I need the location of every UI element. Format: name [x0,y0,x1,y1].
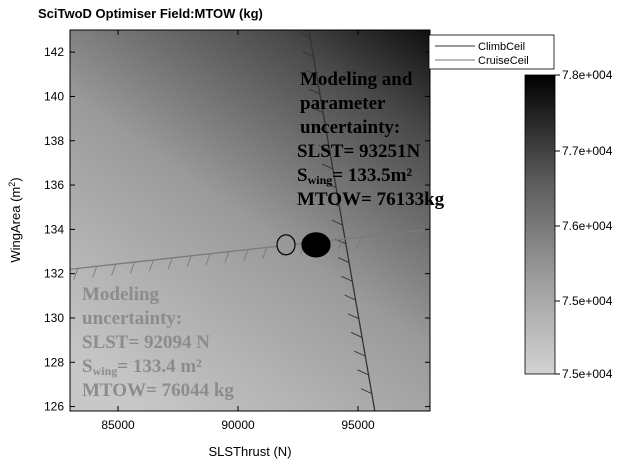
constraint-line-climbceil [308,30,376,411]
legend-entry-cruiseceil: CruiseCeil [478,55,529,67]
x-tick-label: 95000 [341,418,375,432]
annotation-modeling-parameter: Modeling and parameter uncertainty: SLST… [297,68,444,212]
constraint-hatch [148,259,154,272]
y-axis: 126 128 130 132 134 136 138 140 142 [44,45,430,414]
constraint-hatch [262,247,268,259]
annotation-grey-mtow: MTOW= 76044 kg [82,380,234,401]
annotation-grey-swing-sub: wing [92,364,118,378]
y-axis-label-close: ) [8,177,23,181]
annotation-grey-swing-value: = 133.4 m² [117,356,202,377]
y-tick-label: 138 [44,134,64,148]
legend-box [428,34,555,70]
constraint-hatch [356,236,362,249]
y-tick-label: 136 [44,178,64,192]
constraint-hatch [129,261,136,274]
constraint-hatch [205,253,211,266]
constraint-hatch [312,107,324,114]
annotation-modeling: Modeling uncertainty: SLST= 92094 N Swin… [82,283,234,403]
plot-field [70,30,430,411]
constraint-hatch [321,163,334,170]
constraint-hatch [73,268,79,280]
chart-title: SciTwoD Optimiser Field:MTOW (kg) [38,6,263,21]
constraint-hatch [243,249,249,261]
constraint-hatch [308,88,321,95]
optimum-marker [301,232,331,258]
constraint-hatch [375,234,381,247]
optima-markers [276,232,331,258]
constraint-hatch [331,219,343,226]
annotation-dark-mtow: MTOW= 76133kg [297,189,445,210]
constraint-hatch [344,294,356,301]
constraint-hatch [111,264,117,276]
colorbar-bar [524,74,556,375]
colorbar-tick-label: 7.7e+004 [562,144,613,158]
constraint-hatch [302,51,314,58]
colorbar-tick-label: 7.8e+004 [562,68,613,82]
constraint-hatch [347,313,359,320]
annotation-dark-swing-prefix: S [297,165,308,186]
annotation-dark-slst: SLST= 93251N [297,141,421,162]
constraint-hatch [324,182,337,189]
constraint-hatch [394,232,400,245]
y-axis-label-text: WingArea (m [8,187,23,263]
constraint-hatch [337,238,343,251]
colorbar-tick-label: 7.5e+004 [562,367,613,381]
colorbar-tick-label: 7.6e+004 [562,219,613,233]
constraint-hatch [357,369,369,376]
constraint-hatch [167,257,173,270]
constraint-hatch [350,332,363,338]
x-tick-label: 90000 [221,418,255,432]
y-tick-label: 130 [44,311,64,325]
annotation-dark-swing: Swing= 133.5m² [297,164,444,188]
y-tick-label: 128 [44,355,64,369]
annotation-dark-line3: uncertainty: [300,117,401,138]
x-axis-label: SLSThrust (N) [208,444,291,459]
annotation-grey-line1: Modeling [82,284,160,305]
constraint-hatch [92,266,98,278]
constraint-hatch [318,144,330,151]
y-tick-label: 142 [44,45,64,59]
annotation-dark-swing-sub: wing [307,173,333,187]
annotation-grey-swing: Swing= 133.4 m² [82,355,234,379]
constraint-hatch [299,32,311,39]
annotation-grey-swing-prefix: S [82,356,93,377]
annotation-dark-line2: parameter [300,93,386,114]
plot-frame [69,29,431,412]
constraint-hatch [413,230,419,243]
constraint-hatch [224,251,230,264]
y-axis-label-sup: 2 [7,182,17,187]
constraint-hatch [360,388,372,394]
annotation-grey-slst: SLST= 92094 N [82,332,211,353]
x-axis: 85000 90000 95000 [101,30,375,432]
y-tick-label: 132 [44,267,64,281]
y-tick-label: 140 [44,89,64,103]
legend: ClimbCeil CruiseCeil [428,34,555,70]
annotation-dark-line1: Modeling and [300,69,413,90]
colorbar-tick-label: 7.5e+004 [562,294,613,308]
constraint-hatch [315,126,327,132]
constraint-hatch [354,350,366,357]
annotation-dark-swing-value: = 133.5m² [332,165,413,186]
y-tick-label: 134 [44,222,64,236]
y-tick-label: 126 [44,400,64,414]
constraint-hatch [305,69,317,76]
x-tick-label: 85000 [101,418,135,432]
constraint-hatch [186,255,192,268]
y-axis-label: WingArea (m2) [7,177,23,262]
annotation-grey-line2: uncertainty: [82,308,183,329]
constraint-hatch [337,257,350,263]
constraint-hatch [341,275,353,282]
colorbar: 7.8e+004 7.7e+004 7.6e+004 7.5e+004 7.5e+004 [524,68,613,381]
legend-entry-climbceil: ClimbCeil [478,41,525,53]
constraint-hatch [328,201,340,207]
optimum-marker [276,234,296,256]
colorbar-ticks: 7.8e+004 7.7e+004 7.6e+004 7.5e+004 7.5e+004 [555,68,613,381]
constraint-line-cruiseceil [70,228,430,270]
